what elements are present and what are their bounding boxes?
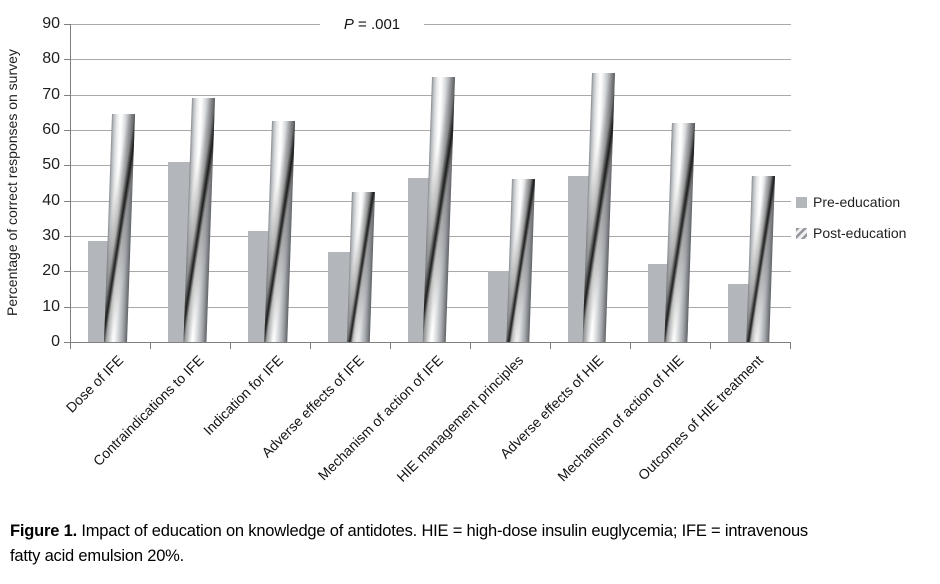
figure-caption-line2: fatty acid emulsion 20%.	[10, 547, 185, 565]
x-tick-mark	[550, 343, 551, 349]
bar-post-education	[183, 98, 215, 342]
bar-pre-education	[728, 283, 750, 342]
y-tick-label: 60	[42, 121, 60, 138]
plot-area	[70, 24, 791, 343]
bar-pre-education	[328, 251, 350, 342]
x-tick-mark	[630, 343, 631, 349]
bar-post-education	[346, 191, 375, 342]
bar-post-education	[506, 179, 535, 342]
y-tick-mark	[64, 342, 70, 343]
bar-post-education	[264, 121, 295, 342]
p-value-text: = .001	[358, 16, 401, 33]
legend-label-pre: Pre-education	[813, 194, 901, 210]
y-tick-mark	[64, 59, 70, 61]
gridline	[71, 59, 791, 61]
x-tick-mark	[390, 343, 391, 349]
gridline	[71, 24, 791, 25]
y-tick-label: 50	[42, 156, 60, 174]
bar-post-education	[582, 73, 615, 342]
legend-item-post-education: Post-education	[796, 224, 906, 242]
y-tick-mark	[64, 236, 70, 237]
y-axis-title: Percentage of correct responses on surve…	[4, 49, 20, 317]
bar-post-education	[664, 122, 695, 342]
bar-post-education	[104, 114, 135, 342]
y-tick-mark	[64, 165, 70, 167]
x-tick-mark	[470, 343, 471, 349]
post-education-swatch-icon	[796, 227, 807, 239]
x-tick-mark	[310, 343, 311, 349]
y-tick-label: 30	[42, 227, 60, 244]
p-symbol: P	[343, 16, 354, 33]
bar-pre-education	[488, 271, 510, 342]
x-tick-mark	[230, 343, 231, 349]
x-tick-mark	[70, 343, 71, 349]
y-tick-mark	[64, 24, 70, 25]
y-tick-label: 10	[42, 297, 60, 315]
y-tick-label: 80	[42, 50, 60, 68]
bar-post-education	[422, 77, 455, 342]
bar-post-education	[746, 175, 775, 342]
legend-label-post: Post-education	[813, 225, 907, 241]
y-tick-label: 40	[42, 191, 60, 209]
x-tick-mark	[150, 343, 151, 349]
pre-education-swatch-icon	[796, 196, 807, 208]
x-axis-labels: Dose of IFE Contraindications to IFE Indic…	[63, 350, 790, 515]
figure-caption-label: Figure 1.	[10, 522, 77, 540]
x-axis-label: Dose of IFE	[62, 352, 127, 416]
y-tick-label: 0	[51, 333, 60, 350]
y-tick-label: 70	[42, 85, 60, 103]
x-tick-mark	[710, 343, 711, 349]
legend-item-pre-education: Pre-education	[796, 193, 906, 211]
y-tick-label: 90	[42, 15, 60, 32]
legend: Pre-education Post-education	[796, 193, 906, 255]
p-value-annotation: P = .001	[320, 14, 424, 35]
y-tick-label: 20	[42, 262, 60, 280]
y-tick-mark	[64, 306, 70, 308]
y-tick-mark	[64, 130, 70, 131]
y-tick-mark	[64, 200, 70, 202]
figure-caption-line1: Impact of education on knowledge of anti…	[81, 522, 808, 540]
x-axis-label: Indication for IFE	[200, 352, 287, 439]
figure-caption: Figure 1. Impact of education on knowled…	[10, 519, 932, 569]
x-tick-mark	[790, 343, 791, 349]
y-tick-mark	[64, 94, 70, 96]
y-tick-mark	[64, 271, 70, 273]
